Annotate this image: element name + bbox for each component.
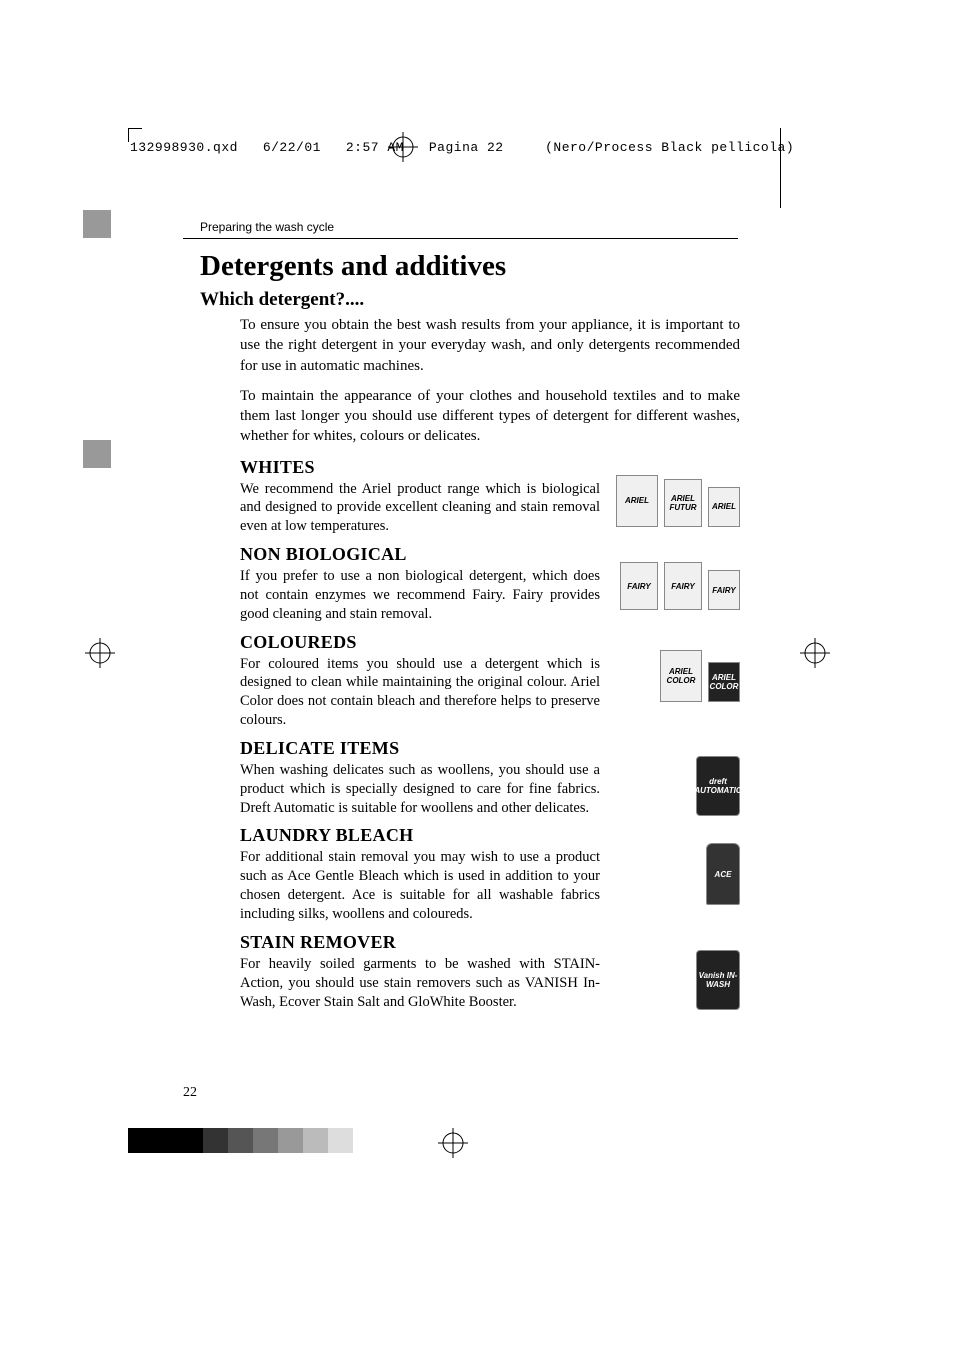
product-image: FAIRY [664, 562, 702, 610]
product-image: ARIEL FUTUR [664, 479, 702, 527]
density-swatch [128, 1128, 153, 1153]
slug-filename: 132998930.qxd [130, 140, 238, 155]
page-number: 22 [183, 1085, 197, 1101]
product-image: FAIRY [708, 570, 740, 610]
product-image: ACE [706, 843, 740, 905]
density-swatch [303, 1128, 328, 1153]
section-body: We recommend the Ariel product range whi… [240, 480, 600, 537]
slug-time: 2:57 AM [346, 140, 404, 155]
product-images: ARIEL COLORARIEL COLOR [660, 650, 740, 702]
section: LAUNDRY BLEACHFor additional stain remov… [200, 825, 740, 923]
slug-line: 132998930.qxd 6/22/01 2:57 AM Pagina 22 … [130, 140, 794, 155]
margin-marker [83, 210, 111, 238]
density-swatch [253, 1128, 278, 1153]
product-images: dreft AUTOMATIC [696, 756, 740, 816]
section-body: For coloured items you should use a dete… [240, 655, 600, 730]
rule-line [183, 238, 738, 239]
margin-marker [83, 440, 111, 468]
registration-mark [438, 1128, 468, 1158]
registration-mark [85, 638, 115, 668]
product-image: dreft AUTOMATIC [696, 756, 740, 816]
section-title: DELICATE ITEMS [240, 738, 740, 759]
product-images: ARIELARIEL FUTURARIEL [616, 475, 740, 527]
density-swatch [228, 1128, 253, 1153]
density-swatch [153, 1128, 178, 1153]
density-swatch [328, 1128, 353, 1153]
product-images: FAIRYFAIRYFAIRY [620, 562, 740, 610]
product-images: ACE [706, 843, 740, 905]
density-swatch [203, 1128, 228, 1153]
product-image: ARIEL COLOR [708, 662, 740, 702]
density-swatch [178, 1128, 203, 1153]
section: COLOUREDSFor coloured items you should u… [200, 632, 740, 730]
slug-date: 6/22/01 [263, 140, 321, 155]
slug-plate: (Nero/Process Black pellicola) [545, 140, 794, 155]
section-title: STAIN REMOVER [240, 932, 740, 953]
section: WHITESWe recommend the Ariel product ran… [200, 457, 740, 537]
product-image: FAIRY [620, 562, 658, 610]
density-swatch [278, 1128, 303, 1153]
main-title: Detergents and additives [200, 250, 740, 283]
product-image: Vanish IN-WASH [696, 950, 740, 1010]
product-image: ARIEL [708, 487, 740, 527]
product-image: ARIEL COLOR [660, 650, 702, 702]
section: DELICATE ITEMSWhen washing delicates suc… [200, 738, 740, 818]
product-image: ARIEL [616, 475, 658, 527]
registration-mark [800, 638, 830, 668]
intro-paragraph-2: To maintain the appearance of your cloth… [240, 386, 740, 447]
density-bar [128, 1128, 353, 1153]
section-body: For heavily soiled garments to be washed… [240, 955, 600, 1012]
section: STAIN REMOVERFor heavily soiled garments… [200, 932, 740, 1012]
page-content: Detergents and additives Which detergent… [200, 250, 740, 1019]
section-body: For additional stain removal you may wis… [240, 848, 600, 923]
section-body: If you prefer to use a non biological de… [240, 567, 600, 624]
slug-pagina: Pagina 22 [429, 140, 504, 155]
product-images: Vanish IN-WASH [696, 950, 740, 1010]
section-title: LAUNDRY BLEACH [240, 825, 740, 846]
section: NON BIOLOGICALIf you prefer to use a non… [200, 544, 740, 624]
subtitle: Which detergent?.... [200, 289, 740, 311]
running-head: Preparing the wash cycle [200, 220, 334, 234]
section-body: When washing delicates such as woollens,… [240, 761, 600, 818]
intro-paragraph-1: To ensure you obtain the best wash resul… [240, 315, 740, 376]
